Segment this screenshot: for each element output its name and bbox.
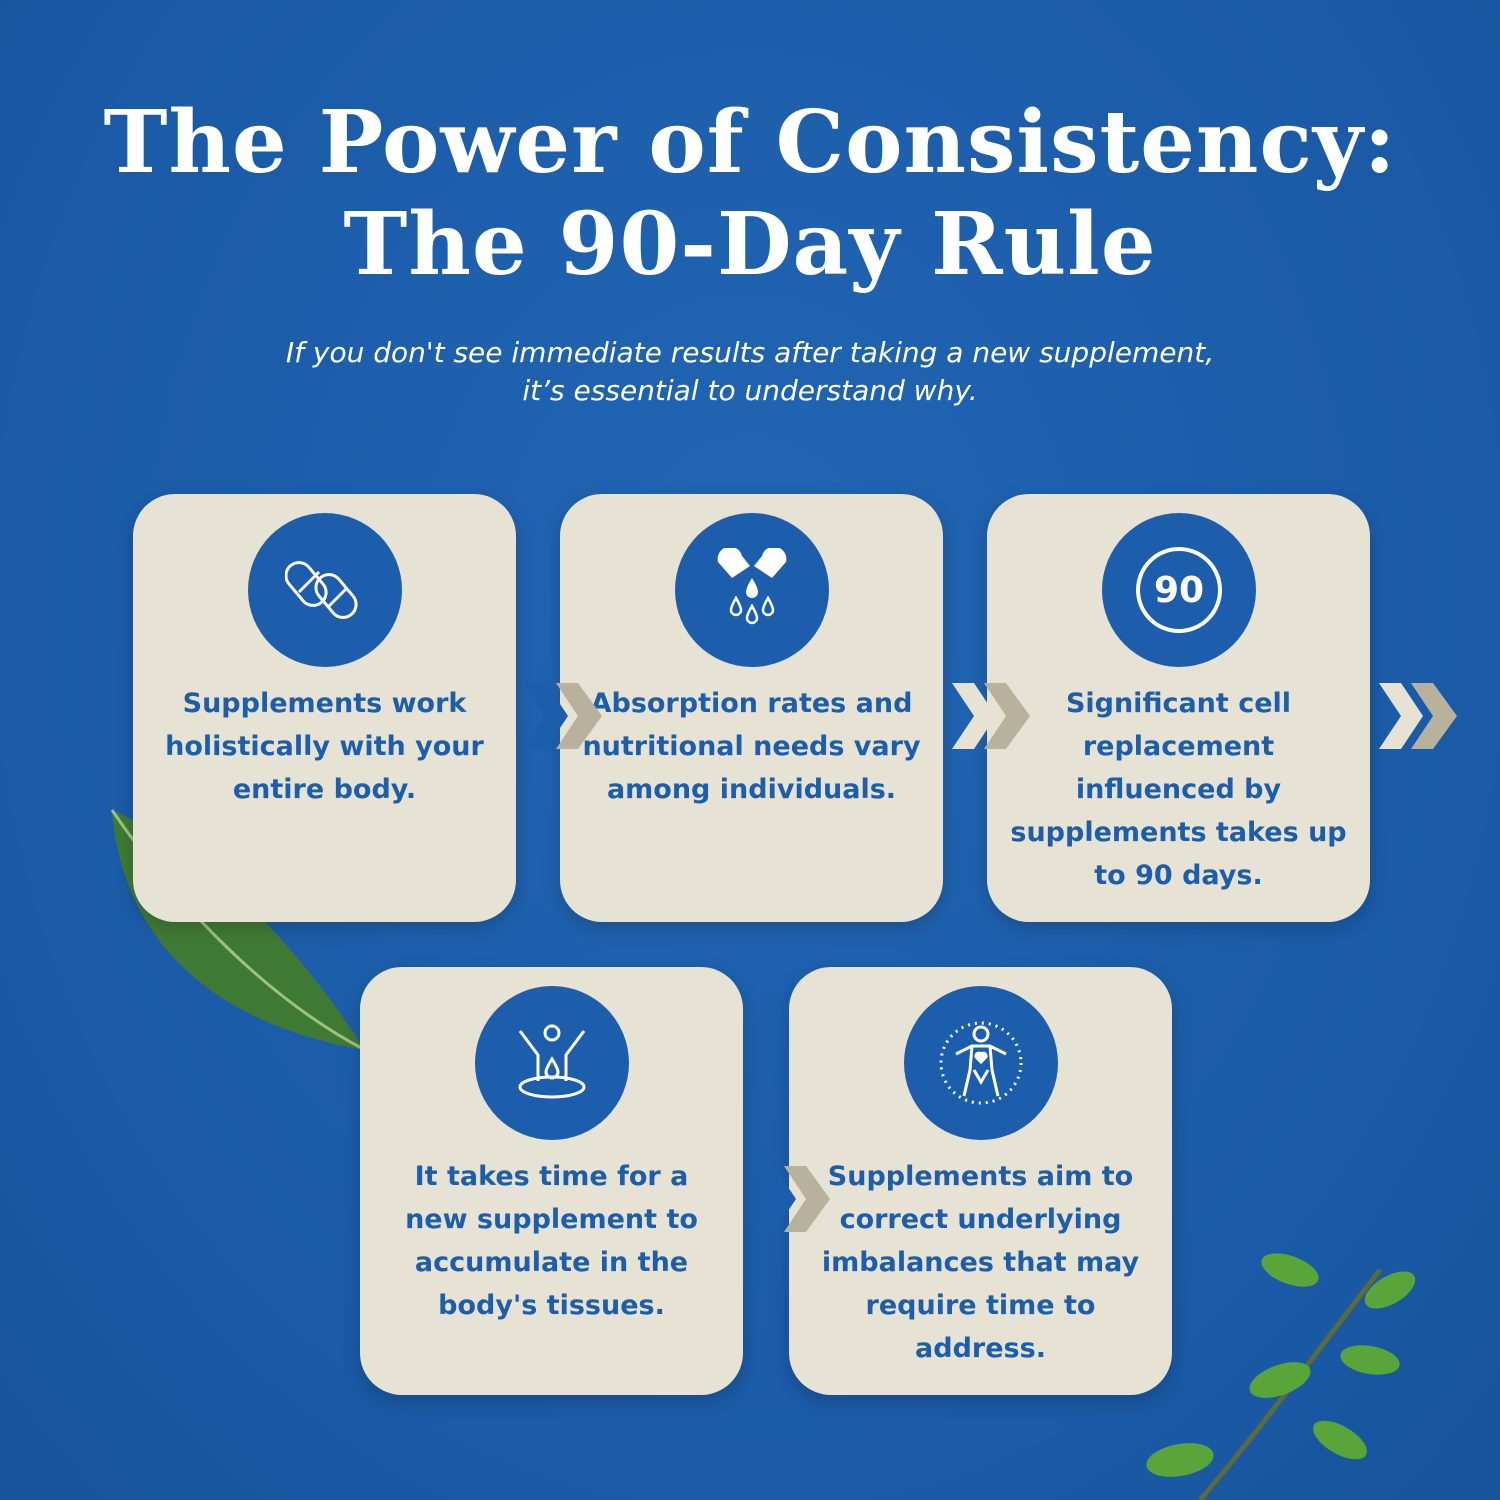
body-absorption-icon — [475, 986, 629, 1140]
step-text: Significant cell replacement influenced … — [1010, 688, 1347, 891]
chevron-right-icon — [1379, 683, 1457, 749]
step-text: Supplements aim to correct underlying im… — [821, 1161, 1140, 1364]
step-text: Supplements work holistically with your … — [165, 688, 484, 805]
90-badge-icon: 90 — [1102, 513, 1256, 667]
step-text: Absorption rates and nutritional needs v… — [582, 688, 921, 805]
chevron-right-icon — [952, 683, 1030, 749]
capsule-drops-icon — [675, 513, 829, 667]
subtitle: If you don't see immediate results after… — [285, 336, 1215, 407]
capsules-icon — [248, 513, 402, 667]
chevron-right-icon — [752, 1166, 830, 1232]
step-card-3: 90 Significant cell replacement influenc… — [987, 494, 1370, 922]
step-card-5: Supplements aim to correct underlying im… — [789, 967, 1172, 1395]
step-text: It takes time for a new supplement to ac… — [405, 1161, 698, 1321]
branch-decoration — [1146, 1253, 1416, 1500]
step-card-4: It takes time for a new supplement to ac… — [360, 967, 743, 1395]
body-heart-icon — [904, 986, 1058, 1140]
page-title: The Power of Consistency: The 90-Day Rule — [103, 92, 1397, 295]
chevron-right-icon — [524, 683, 602, 749]
step-card-2: Absorption rates and nutritional needs v… — [560, 494, 943, 922]
step-card-1: Supplements work holistically with your … — [133, 494, 516, 922]
